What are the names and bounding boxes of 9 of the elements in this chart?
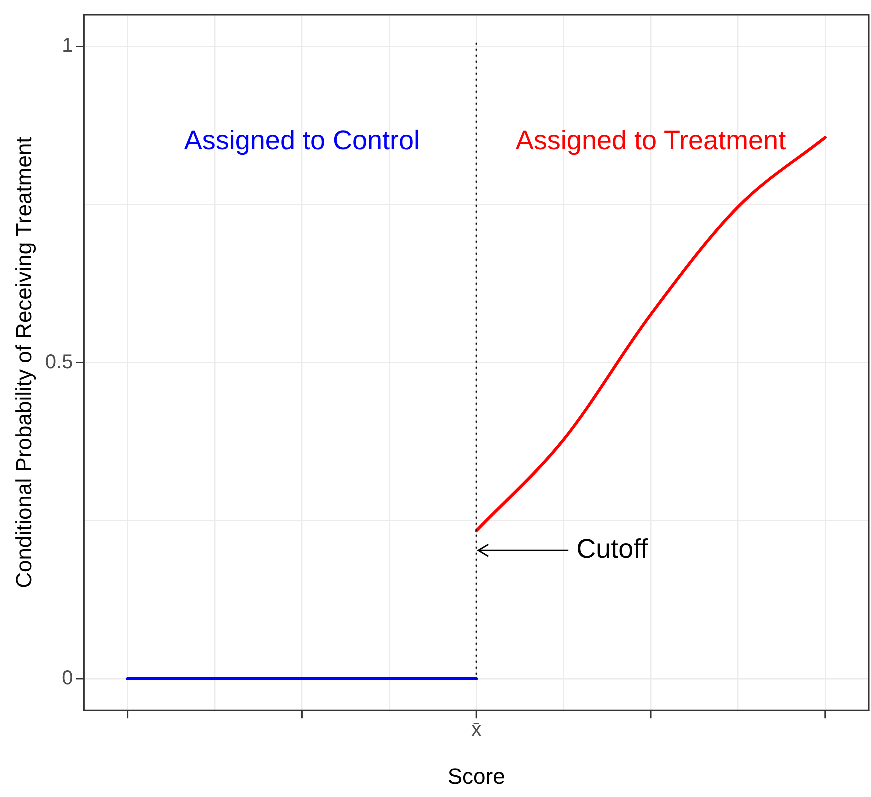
series-label: Assigned to Treatment [516, 126, 787, 156]
y-axis-title: Conditional Probability of Receiving Treatment [11, 137, 36, 588]
y-tick-label: 1 [62, 35, 74, 58]
y-tick-label: 0 [62, 667, 74, 690]
annotation: Cutoff [576, 534, 649, 564]
text: x̄ [472, 719, 482, 742]
x-axis-title: Score [448, 764, 506, 789]
y-tick-label: 0.5 [45, 351, 74, 374]
text: Assigned to Control [184, 126, 420, 156]
